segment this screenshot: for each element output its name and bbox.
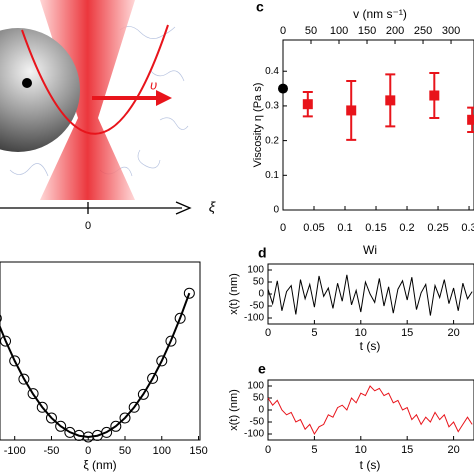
y-tick-label: 0	[258, 405, 264, 416]
x-tick-label: 0.25	[427, 222, 448, 234]
data-point	[9, 355, 21, 367]
x-tick-label: 0.3	[461, 222, 474, 234]
x-tick-label: 20	[447, 327, 459, 339]
data-point	[147, 372, 159, 384]
bead-center	[22, 78, 32, 88]
bead	[0, 28, 80, 152]
x-tick-label: 20	[447, 444, 459, 456]
x-tick-label: 5	[311, 327, 317, 339]
x-axis-label: t (s)	[360, 458, 381, 472]
x2-tick-label: 300	[442, 25, 460, 37]
x-tick-label: 15	[401, 444, 413, 456]
y-tick-label: 100	[247, 265, 264, 276]
x-tick-label: 0	[280, 222, 286, 234]
x-tick-label: 0	[265, 327, 271, 339]
data-point	[110, 420, 122, 432]
x-tick-label: 0	[265, 444, 271, 456]
data-point	[346, 105, 357, 116]
velocity-arrowhead	[156, 90, 172, 106]
data-point	[36, 401, 48, 413]
x2-tick-label: 250	[414, 25, 432, 37]
y-tick-label: 50	[253, 393, 265, 404]
illustration: υ 0 ξ	[0, 0, 216, 232]
trap-potential	[21, 24, 169, 135]
data-point	[385, 95, 396, 106]
data-point	[128, 401, 140, 413]
plot-frame	[0, 261, 201, 441]
y-tick-label: 0.3	[265, 101, 279, 112]
x-tick-label: 50	[119, 445, 131, 457]
xi-axis-label: ξ	[209, 199, 216, 215]
y-tick-label: -100	[244, 429, 264, 440]
y-tick-label: 0	[273, 205, 279, 216]
data-point	[183, 287, 195, 299]
x-tick-label: 5	[311, 444, 317, 456]
velocity-label: υ	[150, 77, 157, 92]
x-tick-label: 0.1	[337, 222, 352, 234]
x-axis-label: t (s)	[360, 339, 381, 353]
y-axis-label: x(t) (nm)	[228, 389, 240, 431]
y-tick-label: 0.4	[265, 66, 279, 77]
y-tick-label: -50	[250, 417, 265, 428]
xi-tick-label: 0	[85, 220, 91, 232]
x-tick-label: 10	[355, 327, 367, 339]
x-tick-label: -50	[44, 445, 60, 457]
data-point	[467, 114, 474, 125]
y-tick-label: -50	[250, 301, 265, 312]
data-point	[278, 83, 288, 94]
data-point	[137, 388, 149, 400]
plot-frame	[282, 39, 474, 211]
data-point	[45, 412, 57, 424]
x2-tick-label: 200	[386, 25, 404, 37]
data-point	[0, 314, 2, 323]
y-tick-label: 100	[247, 381, 264, 392]
data-point	[27, 388, 39, 400]
x-tick-label: 150	[189, 445, 207, 457]
x-tick-label: 15	[401, 327, 413, 339]
x2-tick-label: 150	[358, 25, 376, 37]
y-tick-label: 0.1	[265, 170, 279, 181]
x-tick-label: 100	[153, 445, 171, 457]
x-tick-label: 10	[355, 444, 367, 456]
y-tick-label: 0.2	[265, 135, 279, 146]
x-tick-label: 0	[85, 445, 91, 457]
data-point	[0, 335, 12, 347]
xi-arrowhead	[175, 201, 192, 215]
data-line	[267, 385, 473, 436]
x-tick-label: 0.15	[365, 222, 386, 234]
panel-label: c	[256, 0, 264, 15]
x-axis-label: Wi	[363, 243, 377, 257]
data-line	[267, 274, 473, 316]
y-tick-label: 50	[253, 277, 265, 288]
panel-label: e	[258, 361, 266, 377]
y-tick-label: -100	[244, 313, 264, 324]
data-point	[429, 90, 440, 101]
data-point	[156, 355, 168, 367]
x-axis-label: ξ (nm)	[83, 458, 116, 472]
x2-axis-label: v (nm s⁻¹)	[353, 7, 407, 21]
y-tick-label: 0	[258, 289, 264, 300]
data-point	[18, 373, 30, 385]
plot-frame	[267, 379, 474, 441]
x2-tick-label: 100	[330, 25, 348, 37]
data-point	[82, 431, 94, 443]
x-tick-label: -100	[4, 445, 26, 457]
x-tick-label: 0.05	[303, 222, 324, 234]
data-line	[0, 292, 191, 438]
data-point	[55, 420, 67, 432]
data-point	[174, 312, 186, 324]
panel-label: d	[258, 245, 267, 261]
data-point	[302, 99, 313, 110]
data-point	[73, 429, 85, 441]
x2-tick-label: 50	[305, 25, 317, 37]
data-point	[101, 426, 113, 438]
data-point	[165, 335, 177, 347]
x-tick-label: 0.2	[399, 222, 414, 234]
x2-tick-label: 0	[280, 25, 286, 37]
data-point	[119, 412, 131, 424]
y-axis-label: Viscosity η (Pa s)	[252, 83, 264, 168]
y-axis-label: x(t) (nm)	[228, 273, 240, 315]
